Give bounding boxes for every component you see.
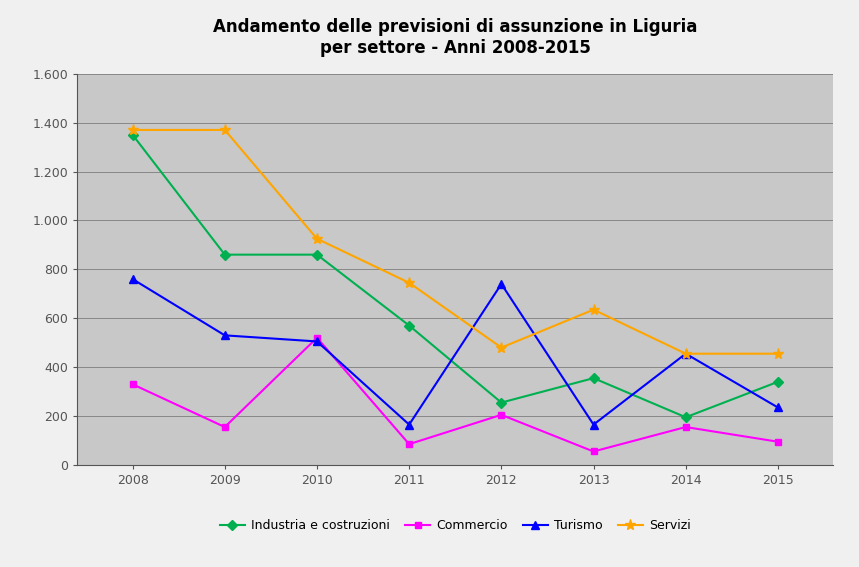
Servizi [497,344,507,351]
Line: Turismo: Turismo [129,275,782,429]
Servizi [312,235,322,242]
Line: Industria e costruzioni: Industria e costruzioni [129,132,782,421]
Servizi [588,306,599,313]
Commercio [588,448,599,455]
Turismo [497,281,507,287]
Industria e costruzioni [497,399,507,406]
Commercio [127,381,137,388]
Commercio [404,441,414,447]
Industria e costruzioni [773,378,783,385]
Industria e costruzioni [312,251,322,258]
Turismo [588,421,599,428]
Turismo [680,350,691,357]
Servizi [680,350,691,357]
Industria e costruzioni [127,132,137,138]
Turismo [127,276,137,282]
Title: Andamento delle previsioni di assunzione in Liguria
per settore - Anni 2008-2015: Andamento delle previsioni di assunzione… [213,18,698,57]
Servizi [127,126,137,133]
Servizi [773,350,783,357]
Turismo [404,421,414,428]
Industria e costruzioni [588,375,599,382]
Servizi [220,126,230,133]
Servizi [404,280,414,286]
Commercio [312,335,322,341]
Commercio [497,412,507,418]
Industria e costruzioni [680,414,691,421]
Line: Servizi: Servizi [127,124,783,359]
Turismo [773,404,783,411]
Commercio [680,424,691,430]
Industria e costruzioni [220,251,230,258]
Turismo [312,338,322,345]
Commercio [773,438,783,445]
Commercio [220,424,230,430]
Turismo [220,332,230,338]
Industria e costruzioni [404,322,414,329]
Line: Commercio: Commercio [129,335,782,455]
Legend: Industria e costruzioni, Commercio, Turismo, Servizi: Industria e costruzioni, Commercio, Turi… [215,514,696,537]
